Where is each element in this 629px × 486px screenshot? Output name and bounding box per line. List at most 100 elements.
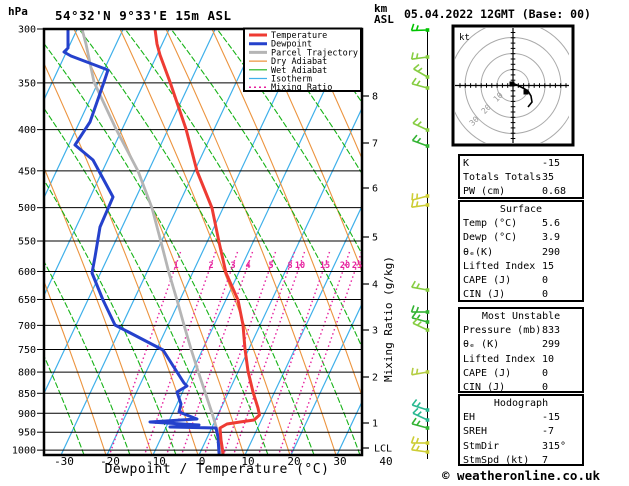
- wind-barb-marker: [425, 288, 430, 292]
- table-title: Most Unstable: [481, 311, 561, 322]
- wind-barb-shaft: [412, 404, 428, 411]
- table-row: StmSpd (kt) 7: [463, 454, 582, 468]
- table-row: CIN (J) 0: [463, 381, 582, 395]
- pressure-tick-label: 800: [18, 368, 36, 379]
- wind-barb: [410, 305, 430, 314]
- skewt-plot-area: [45, 30, 361, 454]
- mixing-ratio-line: [223, 251, 296, 454]
- table-title: Surface: [499, 204, 543, 215]
- wind-barb-marker: [425, 86, 430, 90]
- table-row: Totals Totals 35: [463, 171, 582, 185]
- row-label: θₑ (K): [463, 339, 500, 351]
- wind-barb-feather: [411, 399, 418, 406]
- temperature-tick-label: 40: [379, 455, 392, 468]
- temperature-tick-label: 20: [287, 455, 300, 468]
- mixing-ratio-line: [204, 251, 277, 454]
- pressure-tick-label: 900: [18, 409, 36, 420]
- hodograph-ring-label: 10: [492, 91, 505, 104]
- legend-box: [243, 27, 362, 92]
- legend-label: Wet Adiabat: [271, 66, 327, 76]
- isotherm-line: [45, 30, 124, 197]
- row-label: CIN (J): [463, 289, 506, 301]
- wind-barb: [411, 193, 430, 201]
- indices-table-hodograph: Hodograph EH -15 SREH -7 StmDir 315° StmSpd (kt…: [458, 394, 584, 466]
- pressure-tick-label: 500: [18, 203, 36, 214]
- wind-barb-marker: [425, 144, 430, 148]
- isotherm-line: [290, 304, 361, 454]
- wind-barb: [410, 23, 430, 32]
- wind-barb-shaft: [411, 371, 428, 376]
- temperature-curve: [153, 30, 261, 454]
- table-row: K -15: [463, 157, 582, 171]
- wind-barb: [410, 367, 430, 376]
- wind-barb-feather: [415, 437, 420, 444]
- wet-adiabat-line: [45, 356, 85, 454]
- row-label: StmSpd (kt): [463, 454, 530, 466]
- row-value: 299: [542, 339, 561, 351]
- mixing-ratio-value-label: 15: [320, 261, 330, 271]
- wind-barb-feather: [416, 80, 421, 86]
- table-title: Hodograph: [493, 398, 549, 409]
- wind-barb-feather: [411, 134, 418, 142]
- mixing-ratio-line: [166, 251, 239, 454]
- wind-barb-feather: [410, 52, 414, 60]
- dry-adiabat-line: [45, 282, 107, 454]
- wind-barb-feather: [415, 201, 419, 207]
- temperature-tick-label: 0: [199, 455, 206, 468]
- wind-barb-shaft: [412, 122, 428, 131]
- wind-barb-shaft: [411, 286, 428, 291]
- wind-barb-feather: [410, 305, 415, 313]
- table-row: EH -15: [463, 411, 582, 425]
- wind-barb-marker: [425, 450, 430, 454]
- parcel-trajectory-curve: [80, 30, 224, 454]
- mixing-ratio-value-label: 5: [268, 261, 273, 271]
- wind-barb-marker: [425, 370, 430, 374]
- row-value: 5.6: [542, 218, 561, 230]
- isotherm-line: [45, 30, 170, 295]
- wind-barb-feather: [411, 417, 417, 425]
- wind-barb: [410, 200, 430, 209]
- pressure-tick-label: 750: [18, 345, 36, 356]
- indices-table-stability: K -15 Totals Totals 35 PW (cm) 0.68: [458, 154, 584, 199]
- row-value: 35: [542, 172, 555, 184]
- mixing-ratio-line: [278, 251, 351, 454]
- wind-barb: [411, 399, 430, 412]
- dry-adiabat-line: [165, 30, 337, 454]
- wind-barb: [412, 117, 430, 132]
- wind-barb-feather: [415, 53, 419, 59]
- row-label: Temp (°C): [463, 218, 518, 230]
- isotherm-line: [198, 108, 361, 454]
- pressure-tick-label: 650: [18, 295, 36, 306]
- pressure-unit-label: hPa: [8, 5, 28, 18]
- hodograph-trace-marker: [523, 89, 529, 95]
- mixing-ratio-value-label: 3: [230, 261, 235, 271]
- temperature-tick-label: -20: [100, 455, 120, 468]
- pressure-tick-label: 550: [18, 237, 36, 248]
- hodograph-ring-label: 30: [468, 115, 481, 128]
- wind-barb-feather: [415, 306, 420, 313]
- wind-barb: [413, 63, 430, 79]
- pressure-tick-label: 350: [18, 78, 36, 89]
- row-label: Pressure (mb): [463, 325, 542, 337]
- wind-barb-column: [410, 23, 430, 459]
- temperature-tick-label: -30: [54, 455, 74, 468]
- row-value: 10: [542, 353, 555, 365]
- km-tick-label: 3: [372, 326, 378, 337]
- wind-barb-feather: [416, 401, 421, 408]
- station-title: 54°32'N 9°33'E 15m ASL: [55, 8, 232, 23]
- mixing-ratio-axis-label: Mixing Ratio (g/kg): [382, 256, 395, 382]
- row-label: CAPE (J): [463, 275, 512, 287]
- legend-label: Parcel Trajectory: [271, 48, 358, 58]
- hodograph-border: [451, 24, 575, 147]
- temperature-tick-label: 30: [333, 455, 346, 468]
- wind-barb-feather: [416, 420, 421, 426]
- wind-barb-shaft: [411, 204, 428, 209]
- wind-barb-shaft: [412, 322, 428, 331]
- plot-border: [42, 27, 364, 457]
- wind-barb-marker: [425, 310, 430, 314]
- wind-barb-feather: [415, 368, 419, 375]
- wind-barb-feather: [415, 25, 419, 31]
- wind-barb-marker: [425, 203, 430, 207]
